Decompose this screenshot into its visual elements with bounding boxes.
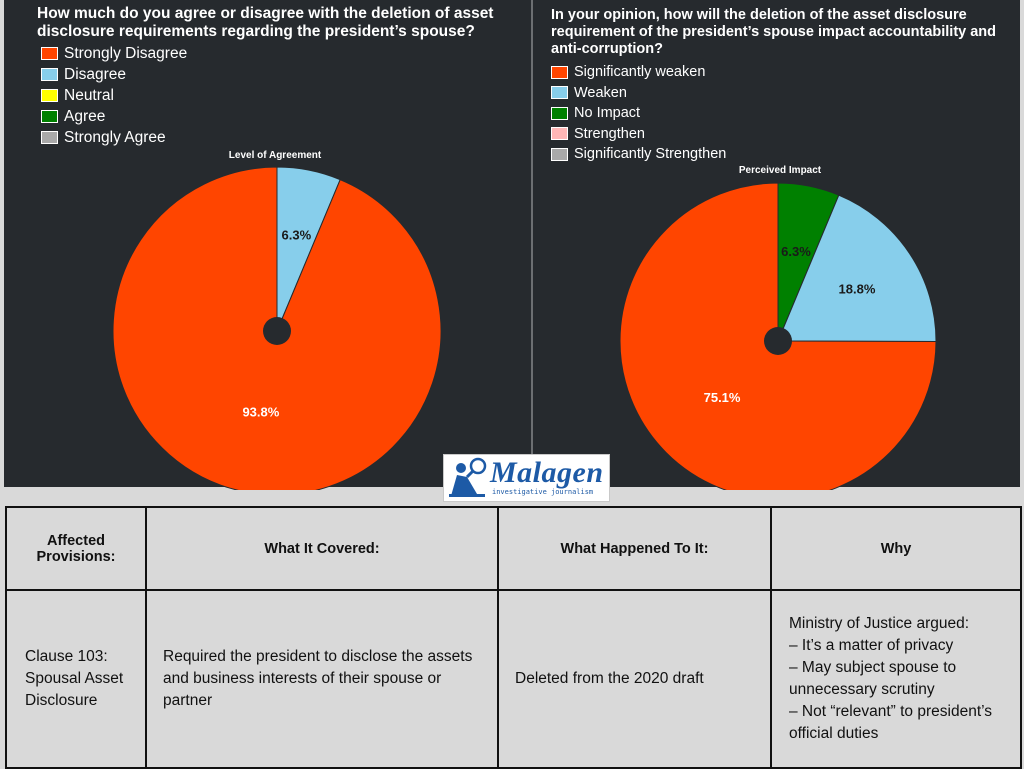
provisions-table: Affected Provisions: What It Covered: Wh… — [5, 506, 1022, 769]
legend-item: Strongly Agree — [41, 127, 187, 148]
table-header-row: Affected Provisions: What It Covered: Wh… — [5, 506, 1022, 591]
cell-happened: Deleted from the 2020 draft — [497, 589, 772, 769]
column-header-why: Why — [770, 506, 1022, 591]
legend-swatch — [551, 86, 568, 100]
legend-label: Disagree — [64, 65, 127, 83]
malagen-logo: Malagen investigative journalism — [443, 454, 610, 502]
legend-swatch — [41, 110, 58, 123]
cell-why: Ministry of Justice argued: – It’s a mat… — [770, 589, 1022, 769]
pie-center-hole — [263, 317, 291, 345]
legend-item: No Impact — [551, 103, 726, 124]
panel-divider — [531, 0, 533, 487]
question-agreement: How much do you agree or disagree with t… — [37, 5, 494, 40]
legend-impact: Significantly weaken Weaken No Impact St… — [551, 62, 726, 165]
legend-swatch — [41, 89, 58, 102]
slice-label: 6.3% — [781, 244, 811, 259]
legend-swatch — [41, 131, 58, 144]
legend-swatch — [41, 68, 58, 81]
column-header-happened: What Happened To It: — [497, 506, 772, 591]
pie-slice-weaken — [777, 194, 937, 342]
column-header-provisions: Affected Provisions: — [5, 506, 147, 591]
legend-swatch — [41, 47, 58, 60]
legend-item: Significantly weaken — [551, 62, 726, 83]
why-line: – It’s a matter of privacy — [789, 637, 954, 654]
legend-label: Significantly Strengthen — [574, 146, 727, 163]
pie-charts: 6.3% 93.8% 6.3% 18.8% 75.1% — [112, 166, 937, 490]
legend-swatch — [551, 65, 568, 79]
why-line: Ministry of Justice argued: — [789, 615, 970, 632]
legend-item: Weaken — [551, 83, 726, 104]
slice-label: 6.3% — [282, 228, 312, 243]
table-row: Clause 103: Spousal Asset Disclosure Req… — [5, 589, 1022, 769]
legend-agreement: Strongly Disagree Disagree Neutral Agree… — [41, 43, 187, 148]
legend-label: Neutral — [64, 86, 114, 104]
legend-swatch — [551, 127, 568, 141]
slice-label: 93.8% — [242, 404, 279, 419]
legend-item: Strongly Disagree — [41, 43, 187, 64]
legend-swatch — [551, 147, 568, 161]
why-line: – Not “relevant” to president’s official… — [789, 703, 993, 742]
legend-label: Strengthen — [574, 125, 645, 142]
cell-covered: Required the president to disclose the a… — [145, 589, 499, 769]
legend-swatch — [551, 106, 568, 120]
legend-label: Agree — [64, 107, 106, 125]
legend-item: Neutral — [41, 85, 187, 106]
slice-label: 18.8% — [839, 282, 876, 297]
legend-label: No Impact — [574, 105, 641, 122]
logo-wordmark: Malagen — [490, 456, 604, 489]
chart-title-agreement: Level of Agreement — [228, 150, 322, 161]
legend-item: Significantly Strengthen — [551, 144, 726, 165]
legend-label: Strongly Disagree — [64, 44, 188, 62]
legend-label: Significantly weaken — [574, 64, 706, 81]
cell-provision: Clause 103: Spousal Asset Disclosure — [5, 589, 147, 769]
question-impact: In your opinion, how will the deletion o… — [551, 7, 997, 57]
legend-item: Agree — [41, 106, 187, 127]
legend-label: Weaken — [574, 84, 627, 101]
legend-item: Disagree — [41, 64, 187, 85]
pie-center-hole — [764, 327, 792, 355]
slice-label: 75.1% — [704, 390, 741, 405]
journalist-icon — [449, 457, 487, 497]
logo-tagline: investigative journalism — [492, 488, 594, 496]
pie-slice-strongly-disagree — [112, 166, 442, 490]
chart-title-impact: Perceived Impact — [738, 165, 822, 176]
column-header-covered: What It Covered: — [145, 506, 499, 591]
why-line: – May subject spouse to unnecessary scru… — [789, 659, 957, 698]
legend-label: Strongly Agree — [64, 128, 166, 146]
legend-item: Strengthen — [551, 124, 726, 145]
